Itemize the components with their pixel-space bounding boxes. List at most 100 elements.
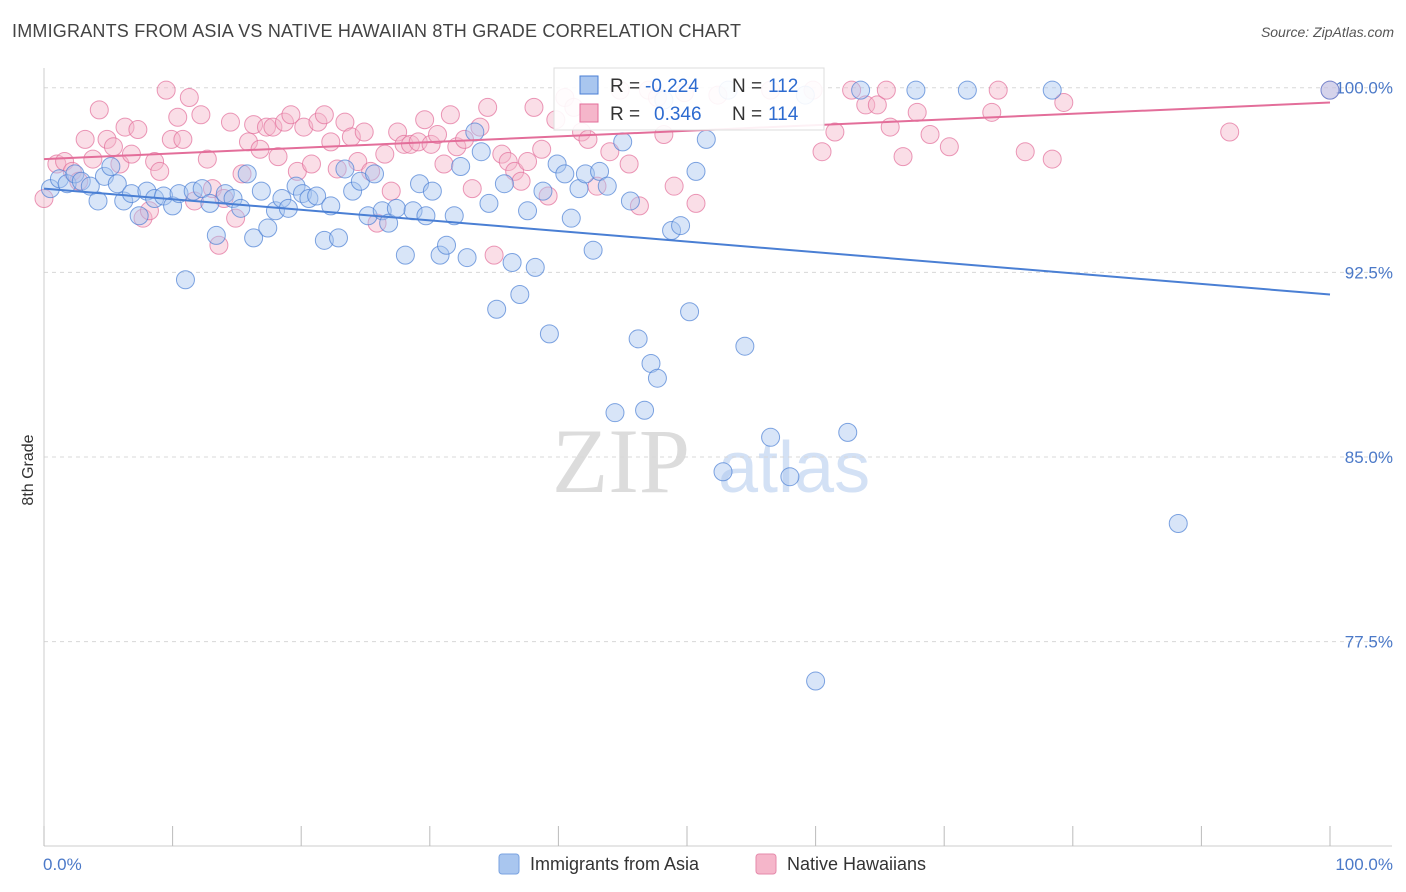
point-immigrants-from-asia: [321, 196, 341, 216]
point-native-hawaiians: [415, 110, 435, 130]
legend: Immigrants from Asia Native Hawaiians: [498, 853, 926, 875]
series-immigrants-from-asia: [40, 80, 1340, 691]
point-immigrants-from-asia: [71, 171, 91, 191]
point-immigrants-from-asia: [471, 142, 491, 162]
point-immigrants-from-asia: [851, 80, 871, 100]
point-immigrants-from-asia: [479, 193, 499, 213]
point-native-hawaiians: [388, 122, 408, 142]
trend-lines: [43, 101, 1331, 296]
point-native-hawaiians: [128, 120, 148, 140]
y-tick-label: 92.5%: [1345, 263, 1393, 282]
legend-label-asia: Immigrants from Asia: [530, 854, 700, 874]
point-immigrants-from-asia: [620, 191, 640, 211]
point-immigrants-from-asia: [57, 174, 77, 194]
y-tick-labels: 100.0% 92.5% 85.0% 77.5%: [1335, 79, 1393, 652]
point-immigrants-from-asia: [597, 176, 617, 196]
point-immigrants-from-asia: [605, 403, 625, 423]
point-immigrants-from-asia: [299, 188, 319, 208]
stats-n-value-blue: 112: [768, 76, 798, 97]
point-native-hawaiians: [83, 149, 103, 169]
y-tick-label: 77.5%: [1345, 633, 1393, 652]
point-immigrants-from-asia: [1168, 513, 1188, 533]
point-native-hawaiians: [139, 201, 159, 221]
point-immigrants-from-asia: [379, 213, 399, 233]
point-native-hawaiians: [578, 129, 598, 149]
point-immigrants-from-asia: [575, 164, 595, 184]
point-native-hawaiians: [97, 129, 117, 149]
point-immigrants-from-asia: [502, 253, 522, 272]
point-immigrants-from-asia: [258, 218, 278, 238]
point-native-hawaiians: [375, 144, 395, 164]
point-native-hawaiians: [619, 154, 639, 174]
point-immigrants-from-asia: [680, 302, 700, 322]
stats-n-label-blue: N =: [732, 76, 762, 97]
y-tick-label: 85.0%: [1345, 448, 1393, 467]
point-immigrants-from-asia: [735, 336, 755, 356]
point-immigrants-from-asia: [533, 181, 553, 201]
point-immigrants-from-asia: [129, 206, 149, 226]
x-tick-label-end: 100.0%: [1335, 855, 1393, 874]
point-native-hawaiians: [197, 149, 217, 169]
point-immigrants-from-asia: [430, 245, 450, 265]
point-native-hawaiians: [876, 80, 896, 100]
stats-box-frame: [553, 67, 825, 131]
stats-r-value-pink: 0.346: [654, 104, 702, 125]
x-tick-label-start: 0.0%: [43, 855, 82, 874]
point-immigrants-from-asia: [590, 161, 610, 181]
point-native-hawaiians: [1054, 92, 1074, 112]
point-native-hawaiians: [812, 142, 832, 162]
point-immigrants-from-asia: [761, 427, 781, 447]
point-native-hawaiians: [103, 137, 123, 157]
legend-swatch-asia: [498, 853, 520, 875]
point-native-hawaiians: [421, 134, 441, 154]
point-native-hawaiians: [1220, 122, 1240, 142]
point-native-hawaiians: [988, 80, 1008, 100]
point-native-hawaiians: [145, 152, 165, 172]
point-native-hawaiians: [1042, 149, 1062, 169]
stats-n-value-pink: 114: [768, 104, 799, 125]
point-immigrants-from-asia: [416, 206, 436, 226]
point-immigrants-from-asia: [555, 164, 575, 184]
point-native-hawaiians: [907, 102, 927, 122]
point-native-hawaiians: [664, 176, 684, 196]
point-immigrants-from-asia: [487, 299, 507, 319]
point-immigrants-from-asia: [175, 270, 195, 290]
point-native-hawaiians: [191, 105, 211, 125]
point-native-hawaiians: [478, 97, 498, 117]
point-immigrants-from-asia: [314, 230, 334, 250]
y-tick-label: 100.0%: [1335, 79, 1393, 98]
point-native-hawaiians: [314, 105, 334, 125]
point-immigrants-from-asia: [101, 156, 121, 176]
point-native-hawaiians: [150, 161, 170, 181]
point-native-hawaiians: [220, 112, 240, 132]
point-immigrants-from-asia: [547, 154, 567, 174]
point-native-hawaiians: [308, 112, 328, 132]
point-immigrants-from-asia: [806, 671, 826, 691]
point-native-hawaiians: [168, 107, 188, 127]
point-immigrants-from-asia: [510, 285, 530, 305]
stats-swatch-pink: [579, 103, 599, 123]
point-native-hawaiians: [462, 179, 482, 199]
point-immigrants-from-asia: [437, 235, 457, 255]
stats-r-value-blue: -0.224: [645, 76, 699, 97]
point-native-hawaiians: [428, 124, 448, 144]
point-native-hawaiians: [492, 144, 512, 164]
watermark-zip: ZIP: [552, 410, 690, 512]
point-immigrants-from-asia: [539, 324, 559, 344]
stats-r-label-blue: R =: [610, 76, 640, 97]
point-immigrants-from-asia: [1042, 80, 1062, 100]
point-immigrants-from-asia: [518, 201, 538, 221]
point-immigrants-from-asia: [395, 245, 415, 265]
trend-line-immigrants-from-asia: [43, 187, 1331, 296]
point-native-hawaiians: [173, 129, 193, 149]
legend-label-hawaiians: Native Hawaiians: [787, 854, 926, 874]
point-immigrants-from-asia: [713, 462, 733, 482]
point-immigrants-from-asia: [231, 198, 251, 218]
point-immigrants-from-asia: [163, 196, 183, 216]
point-native-hawaiians: [920, 124, 940, 144]
point-immigrants-from-asia: [465, 122, 485, 142]
point-native-hawaiians: [532, 139, 552, 159]
point-native-hawaiians: [294, 117, 314, 137]
point-immigrants-from-asia: [671, 216, 691, 236]
point-immigrants-from-asia: [169, 184, 189, 204]
